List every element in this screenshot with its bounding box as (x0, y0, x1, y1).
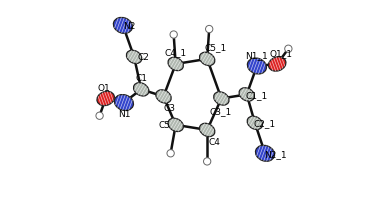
Ellipse shape (239, 88, 254, 102)
Text: C1_1: C1_1 (246, 90, 268, 99)
Ellipse shape (168, 119, 183, 132)
Text: C2: C2 (137, 53, 149, 62)
Text: C3: C3 (163, 104, 176, 113)
Text: N2: N2 (123, 22, 135, 31)
Ellipse shape (127, 51, 142, 64)
Circle shape (285, 46, 292, 53)
Text: N1: N1 (118, 110, 130, 119)
Ellipse shape (156, 90, 171, 104)
Text: O1: O1 (97, 83, 110, 92)
Text: C4: C4 (208, 137, 220, 146)
Ellipse shape (256, 146, 274, 161)
Ellipse shape (247, 117, 263, 130)
Ellipse shape (200, 124, 215, 137)
Text: C4_1: C4_1 (165, 48, 187, 57)
Text: C3_1: C3_1 (209, 107, 232, 116)
Ellipse shape (214, 92, 229, 106)
Circle shape (203, 158, 211, 165)
Ellipse shape (269, 58, 286, 72)
Circle shape (205, 26, 213, 34)
Ellipse shape (247, 59, 267, 75)
Ellipse shape (200, 53, 215, 66)
Ellipse shape (113, 18, 132, 34)
Circle shape (167, 150, 174, 157)
Text: C1: C1 (135, 73, 147, 82)
Circle shape (170, 32, 177, 39)
Ellipse shape (134, 83, 149, 97)
Text: C5: C5 (158, 121, 171, 130)
Text: C5_1: C5_1 (204, 43, 227, 52)
Ellipse shape (114, 95, 133, 111)
Text: N1_1: N1_1 (245, 51, 268, 60)
Text: C2_1: C2_1 (254, 119, 276, 128)
Circle shape (96, 113, 103, 120)
Ellipse shape (97, 92, 114, 106)
Ellipse shape (168, 58, 183, 71)
Text: N2_1: N2_1 (264, 149, 287, 158)
Text: O1_1: O1_1 (270, 49, 293, 58)
